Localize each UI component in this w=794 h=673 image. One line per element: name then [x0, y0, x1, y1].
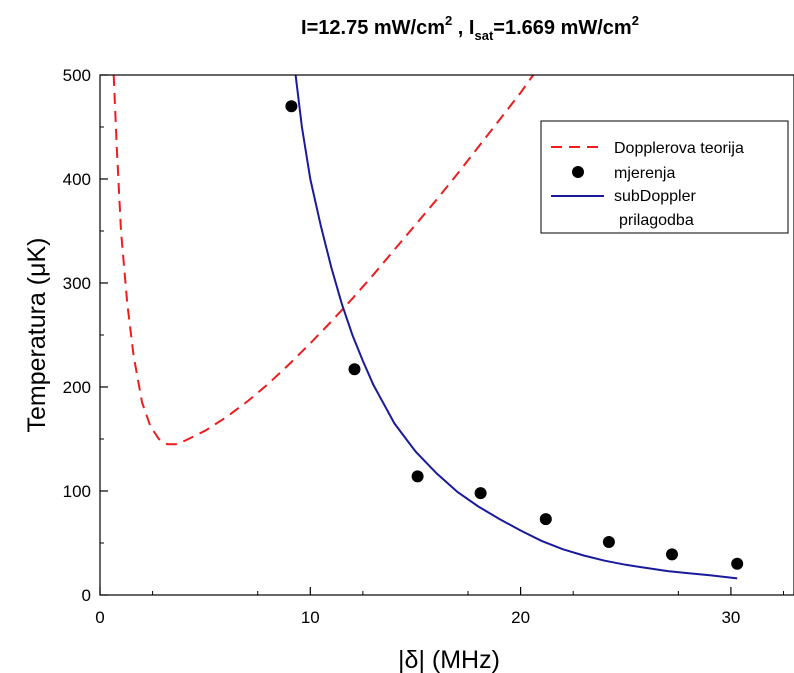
- data-point-mjerenja-5: [602, 536, 615, 548]
- y-tick-label: 0: [82, 586, 91, 605]
- x-tick-label: 20: [511, 608, 530, 627]
- x-tick-label: 30: [721, 608, 740, 627]
- chart-title: I=12.75 mW/cm2 , Isat=1.669 mW/cm2: [301, 13, 639, 43]
- legend-label-mjerenja: mjerenja: [614, 165, 675, 182]
- legend: Dopplerova teorija mjerenja subDoppler p…: [540, 120, 789, 234]
- data-point-mjerenja-7: [731, 557, 744, 570]
- y-tick-label: 200: [63, 378, 91, 397]
- legend-label-doppler: Dopplerova teorija: [614, 140, 744, 157]
- data-point-mjerenja-4: [539, 513, 552, 526]
- x-axis-label: |δ| (MHz): [398, 646, 500, 673]
- data-point-mjerenja-0: [285, 100, 298, 113]
- y-tick-label: 300: [63, 274, 91, 293]
- data-point-mjerenja-3: [474, 487, 487, 500]
- legend-label-prilagodba: prilagodba: [619, 212, 694, 229]
- y-tick-label: 500: [63, 66, 91, 85]
- y-tick-label: 100: [63, 482, 91, 501]
- series-dopplerova-teorija-line: [112, 75, 535, 446]
- x-tick-label: 10: [301, 608, 320, 627]
- x-tick-label: 0: [95, 608, 104, 627]
- series-subdoppler-prilagodba-line: [294, 75, 738, 580]
- legend-label-subdoppler: subDoppler: [614, 188, 697, 205]
- data-point-mjerenja-2: [411, 470, 424, 483]
- y-tick-label: 400: [63, 170, 91, 189]
- data-point-mjerenja-6: [666, 548, 678, 561]
- data-point-mjerenja-1: [348, 363, 361, 376]
- y-axis-label: Temperatura (μK): [23, 237, 51, 432]
- legend-frame: [540, 120, 789, 234]
- plot-area: [112, 75, 744, 580]
- legend-dot-swatch: [572, 166, 584, 178]
